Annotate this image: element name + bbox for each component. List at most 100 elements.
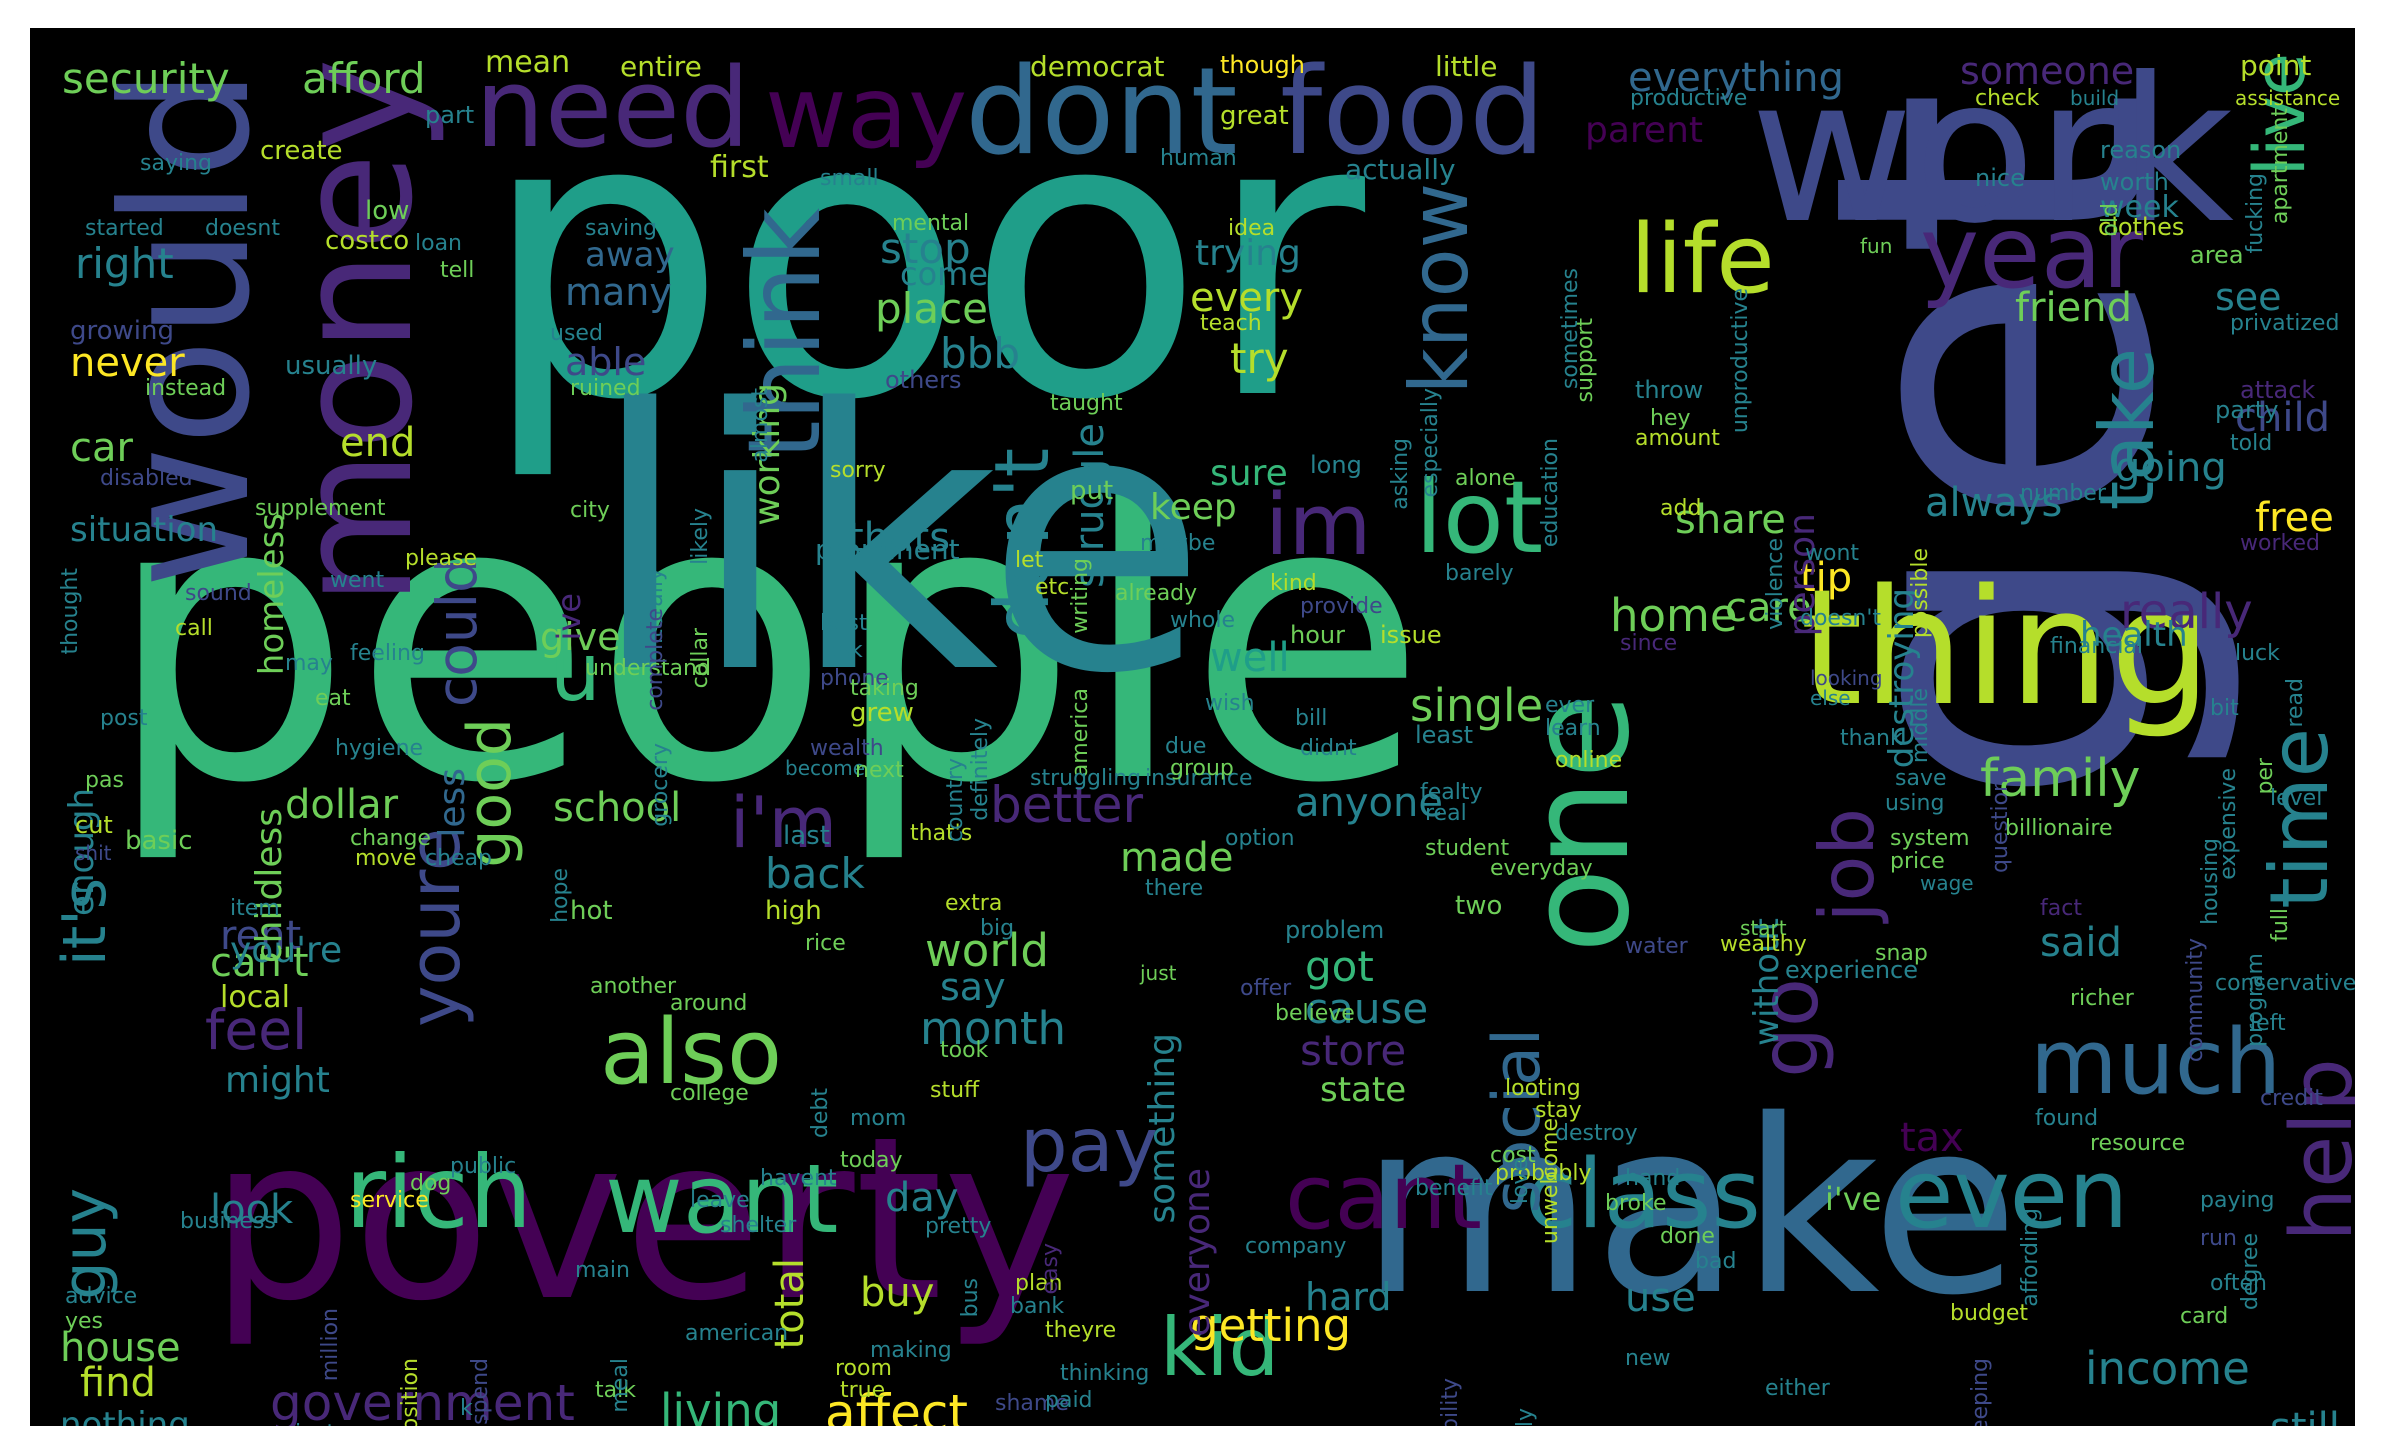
word: snap bbox=[1875, 941, 1928, 966]
word: keep bbox=[1150, 487, 1237, 528]
word: hour bbox=[1290, 621, 1345, 649]
word: dollar bbox=[285, 782, 399, 828]
word: start bbox=[1740, 916, 1787, 940]
word: move bbox=[355, 846, 417, 871]
word: productive bbox=[1630, 86, 1748, 111]
word: student bbox=[1425, 836, 1510, 861]
word: learn bbox=[1545, 716, 1601, 741]
word: usually bbox=[285, 351, 378, 381]
word: may bbox=[285, 651, 333, 676]
word: poverty bbox=[210, 1089, 1076, 1351]
word: getting bbox=[1190, 1299, 1352, 1352]
word: struggling bbox=[1030, 766, 1142, 791]
word: mental bbox=[892, 211, 970, 236]
word: price bbox=[1890, 849, 1945, 874]
word: extra bbox=[945, 891, 1003, 916]
word: told bbox=[2230, 431, 2273, 456]
word: idea bbox=[1228, 216, 1276, 241]
word: afford bbox=[302, 54, 426, 103]
word: wealthy bbox=[1720, 932, 1807, 957]
word: billionaire bbox=[2005, 816, 2113, 841]
word: something bbox=[1142, 1033, 1183, 1224]
word: come bbox=[900, 255, 989, 293]
word: state bbox=[1320, 1070, 1407, 1110]
word: pay bbox=[1020, 1101, 1158, 1189]
word: back bbox=[765, 849, 865, 898]
word: making bbox=[870, 1338, 952, 1363]
word: see bbox=[2215, 275, 2282, 319]
word: left bbox=[2250, 1011, 2286, 1036]
word: new bbox=[1625, 1346, 1671, 1371]
word: loan bbox=[415, 231, 462, 256]
word: instead bbox=[145, 376, 227, 401]
word-cloud: people poor get like make poverty work m… bbox=[30, 28, 2355, 1426]
word: run bbox=[2200, 1226, 2237, 1251]
word: year bbox=[1920, 194, 2144, 311]
word: got bbox=[1305, 942, 1374, 991]
word: million bbox=[318, 1308, 343, 1382]
word: experience bbox=[1785, 956, 1919, 984]
word: end bbox=[340, 420, 416, 466]
word: life bbox=[1630, 205, 1775, 315]
word: well bbox=[1210, 635, 1290, 681]
word: try bbox=[1230, 334, 1289, 383]
word: lot bbox=[1415, 459, 1544, 576]
word: cut bbox=[75, 811, 113, 839]
word: amount bbox=[1635, 426, 1720, 451]
word: even bbox=[1895, 1140, 2129, 1250]
word: country bbox=[943, 758, 968, 843]
word: basic bbox=[125, 826, 193, 856]
word: build bbox=[2070, 86, 2120, 110]
word: budget bbox=[1950, 1301, 2028, 1326]
word: wage bbox=[1920, 871, 1974, 895]
word: service bbox=[350, 1188, 429, 1213]
word: option bbox=[1225, 826, 1295, 851]
word: looking bbox=[1810, 666, 1883, 690]
word: buy bbox=[860, 1270, 935, 1316]
word: store bbox=[1300, 1026, 1407, 1075]
word: save bbox=[1895, 766, 1947, 791]
word: kid bbox=[1160, 1301, 1280, 1394]
word: sometimes bbox=[1558, 268, 1583, 390]
word: i've bbox=[1825, 1180, 1882, 1218]
word: that's bbox=[910, 821, 973, 846]
word: whole bbox=[1170, 608, 1236, 633]
word: disability bbox=[1438, 1378, 1463, 1426]
word: rich bbox=[345, 1134, 533, 1251]
word: hope bbox=[548, 868, 573, 923]
word: others bbox=[885, 366, 962, 394]
word: childless bbox=[249, 808, 290, 964]
word: long bbox=[1310, 451, 1362, 479]
word: using bbox=[1885, 791, 1945, 816]
word: actually bbox=[1345, 153, 1456, 186]
word: since bbox=[1620, 631, 1678, 656]
word: richer bbox=[2070, 986, 2134, 1011]
word: else bbox=[1810, 686, 1851, 710]
word: first bbox=[710, 150, 769, 185]
word: security bbox=[62, 54, 230, 103]
word: class bbox=[1525, 1140, 1761, 1250]
word: thats bbox=[848, 515, 951, 561]
word: throw bbox=[1635, 376, 1704, 404]
word: tax bbox=[1900, 1115, 1964, 1161]
word: community bbox=[2183, 938, 2208, 1063]
word: yes bbox=[65, 1309, 104, 1334]
word: give bbox=[540, 615, 621, 659]
word: doesnt bbox=[205, 216, 280, 241]
word: america bbox=[1068, 688, 1093, 778]
word: everyone bbox=[1177, 1168, 1218, 1337]
word: entire bbox=[620, 50, 702, 83]
word: still bbox=[2270, 1408, 2340, 1426]
word: post bbox=[100, 706, 148, 731]
word: job bbox=[1803, 808, 1891, 923]
word: leave bbox=[690, 1188, 750, 1213]
word: wish bbox=[1205, 691, 1255, 716]
word: meal bbox=[608, 1358, 633, 1413]
word: bit bbox=[2210, 696, 2239, 721]
word: anyone bbox=[1295, 780, 1443, 826]
word: guy bbox=[50, 1188, 120, 1300]
word: thing bbox=[1800, 554, 2212, 741]
word: poor bbox=[480, 31, 1366, 485]
word: ruined bbox=[570, 376, 641, 401]
word: pretty bbox=[925, 1214, 992, 1239]
